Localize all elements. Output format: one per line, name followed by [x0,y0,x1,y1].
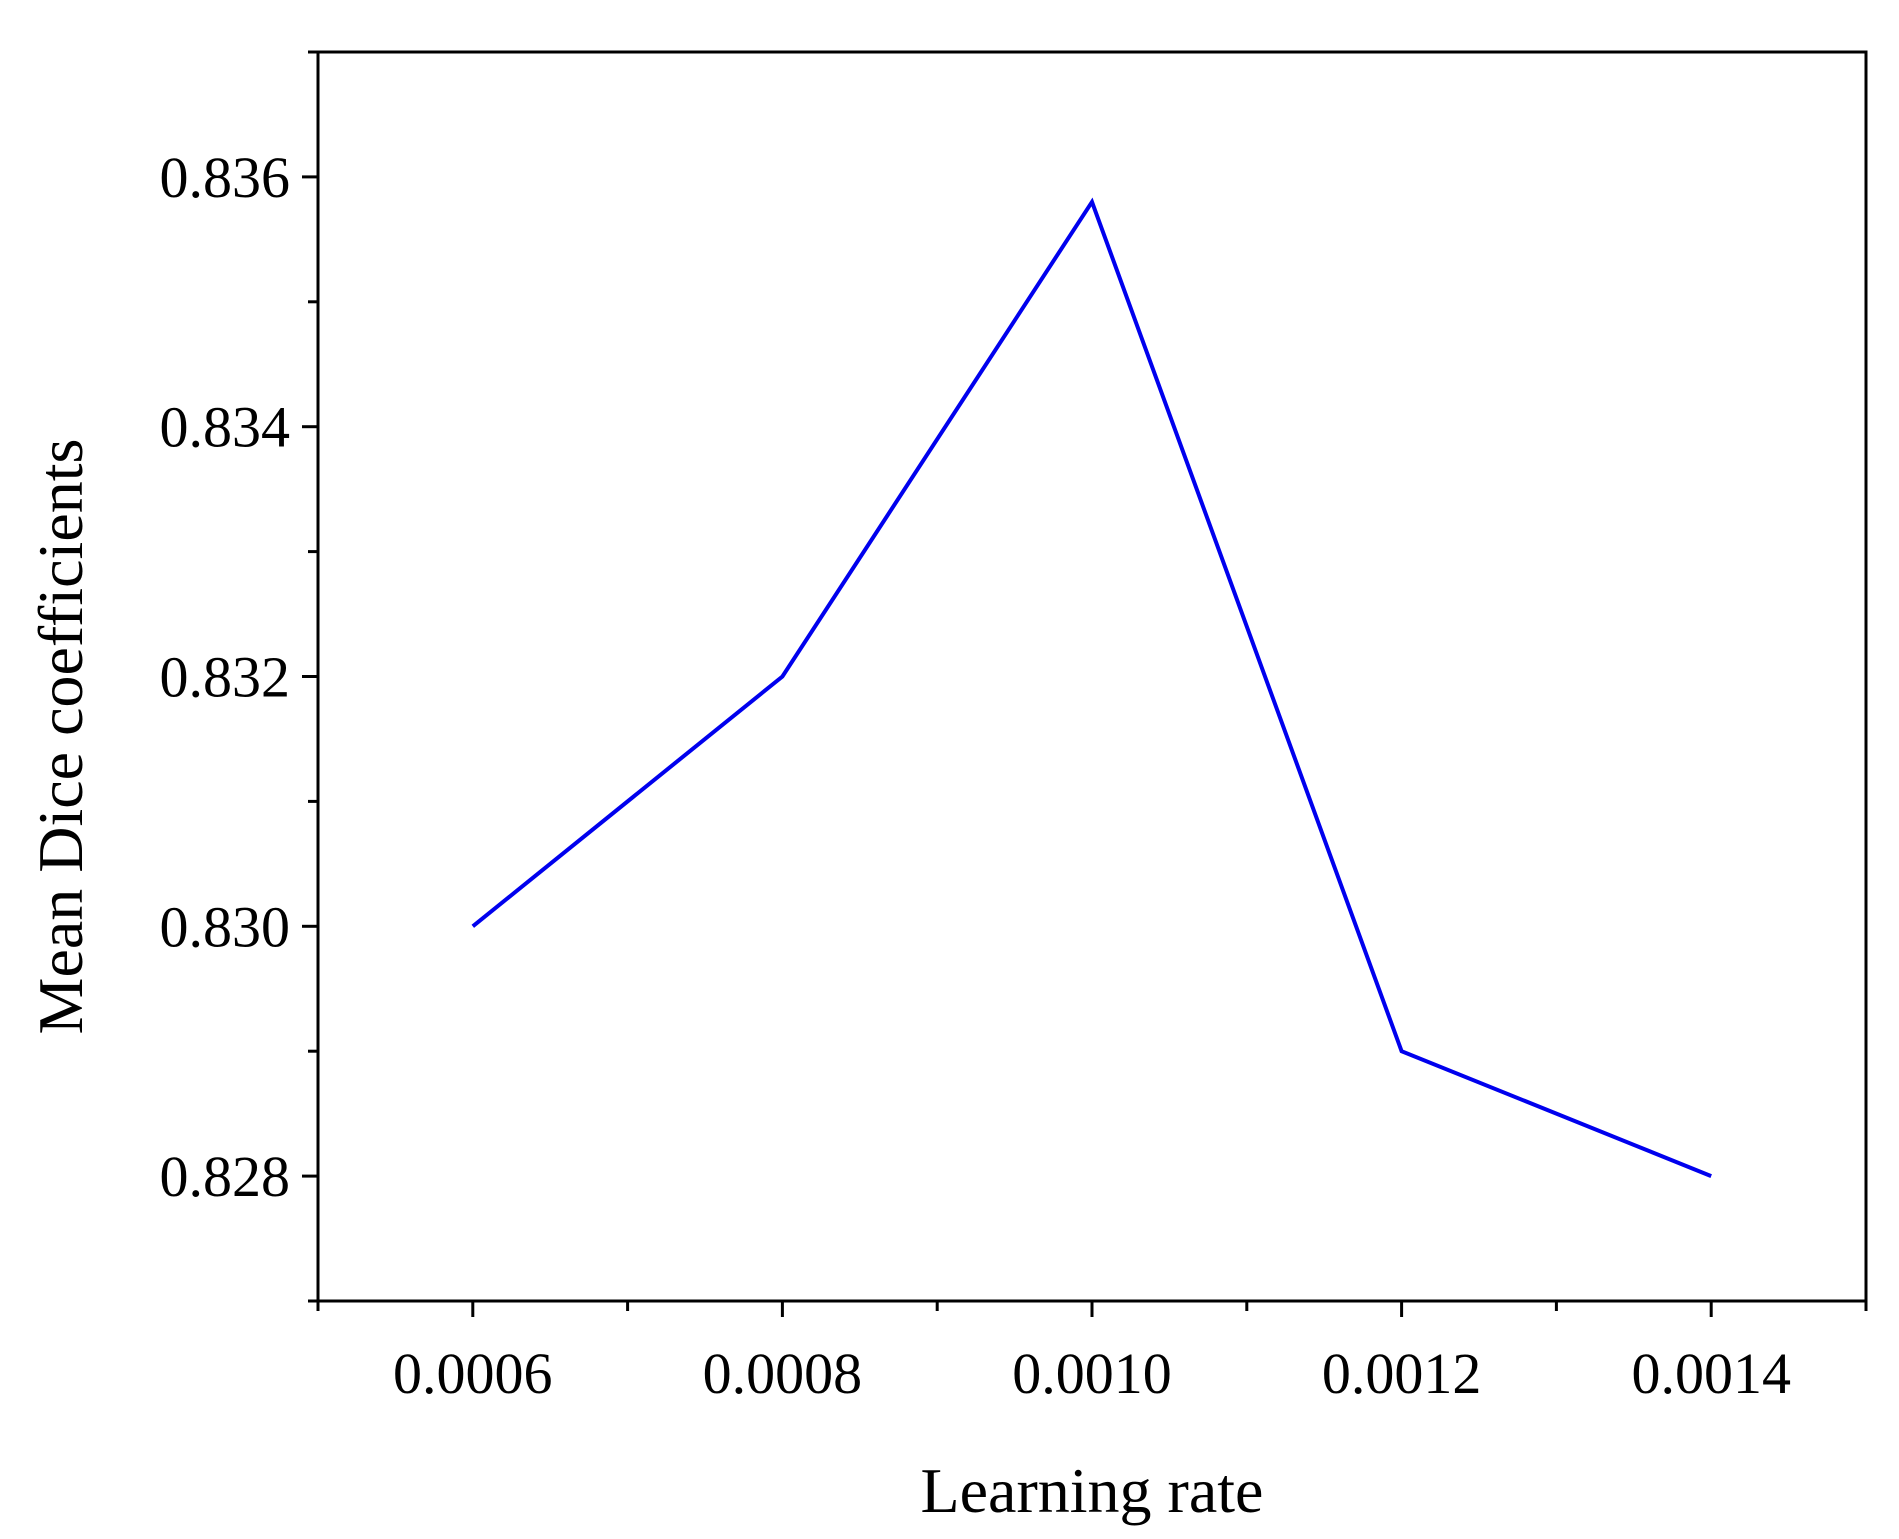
x-tick-label: 0.0010 [1012,1341,1172,1406]
series-layer [471,197,1712,1178]
plot-frame [316,50,1868,1303]
x-axis-title: Learning rate [921,1455,1264,1526]
y-tick-label: 0.828 [160,1144,291,1209]
x-tick-label: 0.0014 [1631,1341,1791,1406]
y-tick-label: 0.830 [160,894,291,959]
x-tick-label: 0.0006 [393,1341,553,1406]
x-axis-ticks: 0.0006 0.0008 0.0010 0.0012 0.0014 [316,1301,1868,1406]
y-tick-label: 0.832 [160,645,291,710]
y-tick-label: 0.836 [160,145,291,210]
x-tick-label: 0.0012 [1322,1341,1482,1406]
y-tick-label: 0.834 [160,395,291,460]
x-tick-label: 0.0008 [703,1341,863,1406]
y-axis-title: Mean Dice coefficients [25,439,96,1035]
y-axis-ticks: 0.828 0.830 0.832 0.834 0.836 [160,50,318,1303]
series-line-0 [471,197,1712,1178]
